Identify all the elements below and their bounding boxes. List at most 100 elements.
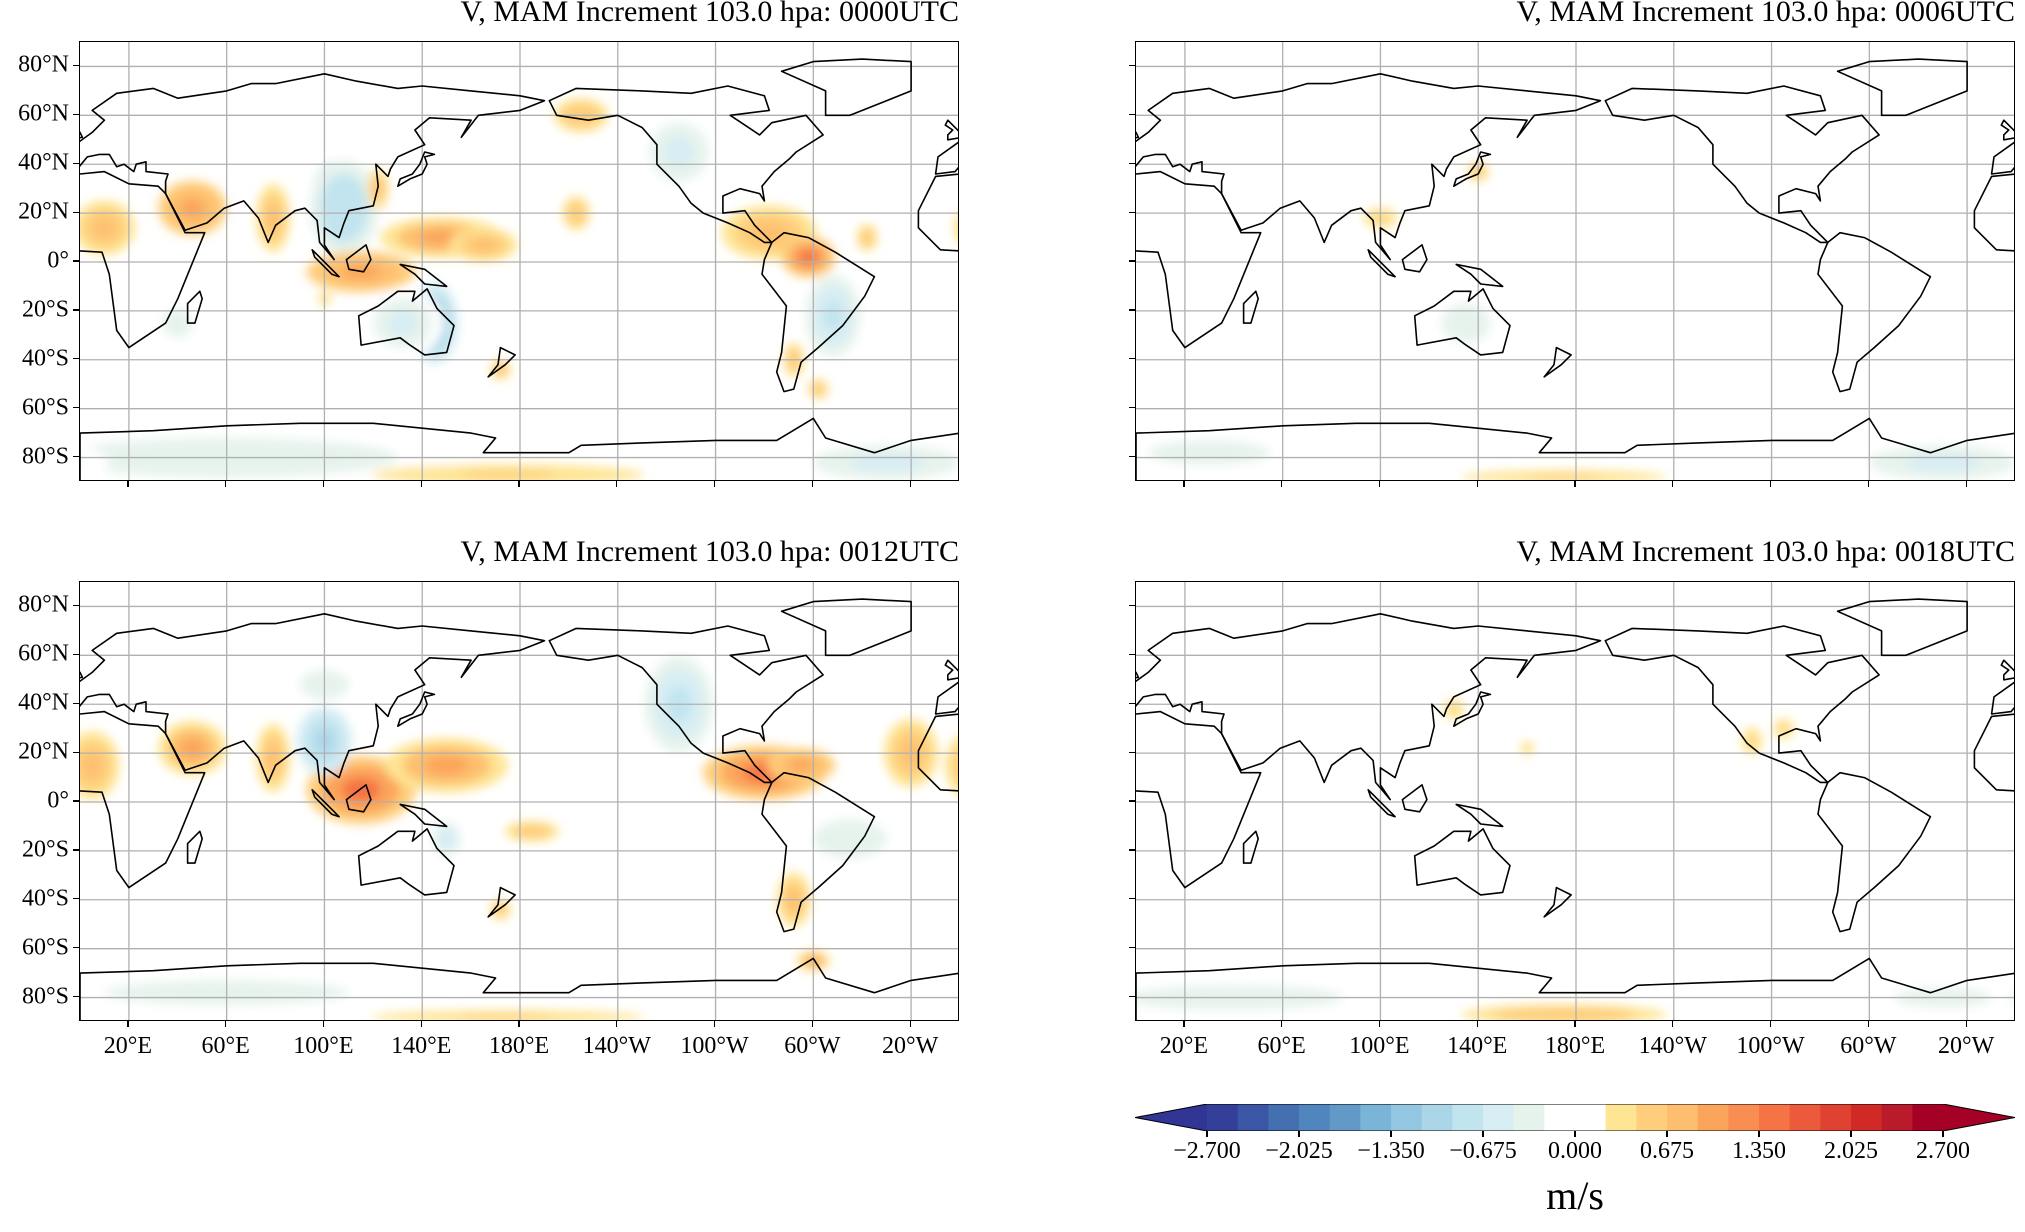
increment-contour-core — [331, 191, 357, 226]
panel-title: V, MAM Increment 103.0 hpa: 0006UTC — [1516, 0, 2015, 28]
colorbar-segment — [1268, 1104, 1300, 1131]
increment-contour — [952, 748, 958, 783]
lat-tick-label: 20°S — [22, 296, 69, 323]
coastline-sumatra — [1367, 249, 1396, 278]
colorbar-segment — [1452, 1104, 1484, 1131]
map-svg — [1136, 582, 2014, 1020]
lat-tick — [1129, 407, 1135, 409]
lon-tick-label: 180°E — [488, 1033, 550, 1059]
coastline-new-guinea — [399, 803, 448, 828]
colorbar-segment — [1820, 1104, 1852, 1131]
increment-contour-core — [458, 471, 557, 479]
gridlines — [1136, 42, 2014, 480]
coastline-madagascar — [186, 830, 203, 864]
lon-tick-label: 140°E — [391, 1033, 452, 1059]
increment-contour-outer — [2003, 444, 2014, 461]
coastline-antarctica — [1136, 957, 2014, 1020]
lon-tick — [713, 1021, 716, 1027]
increment-contour-core — [93, 218, 116, 238]
coastline-madagascar — [1242, 290, 1259, 324]
coastline-greenland — [1836, 598, 1968, 657]
lon-tick — [1867, 481, 1870, 487]
lon-tick — [322, 481, 325, 487]
coastline-new-guinea — [1455, 263, 1504, 288]
coastline-north-america — [1604, 85, 1880, 244]
coastline-japan — [396, 691, 436, 727]
coastline-madagascar — [1242, 830, 1259, 864]
lon-tick — [1965, 1021, 1967, 1027]
lat-tick — [1129, 211, 1135, 213]
colorbar-segment — [1544, 1104, 1576, 1131]
panel-title: V, MAM Increment 103.0 hpa: 0012UTC — [460, 535, 959, 568]
coastline-south-america — [1817, 771, 1932, 933]
lat-tick-label: 0° — [47, 787, 69, 814]
increment-contour-core — [814, 385, 822, 393]
lon-tick — [518, 1021, 520, 1027]
colorbar — [1135, 1104, 2015, 1131]
lat-tick — [73, 358, 79, 360]
coastline-britain — [2000, 119, 2014, 141]
coastline-eurasia — [1990, 681, 2014, 715]
lat-tick — [73, 455, 79, 458]
lon-tick-label: 20°E — [1159, 1033, 1209, 1059]
lon-tick — [1867, 1021, 1870, 1027]
coastline-australia — [357, 288, 455, 356]
increment-contour-core — [388, 310, 418, 336]
map-panel-0000utc: V, MAM Increment 103.0 hpa: 0000UTC 80°N… — [18, 0, 959, 487]
coastline-japan — [396, 151, 436, 187]
coastline-new-zealand — [1543, 886, 1572, 918]
increment-contour-core — [1906, 453, 1980, 472]
coastline-eurasia — [1136, 612, 1602, 801]
coastline-africa — [917, 173, 958, 252]
colorbar-segment — [1329, 1104, 1361, 1131]
colorbar-segment — [1759, 1104, 1791, 1131]
lat-tick — [73, 800, 79, 802]
increment-contour-core — [82, 753, 102, 778]
lat-tick — [1129, 947, 1135, 949]
lon-tick — [1281, 1021, 1283, 1027]
lon-tick — [420, 481, 422, 487]
lat-tick-label: 80°S — [22, 983, 69, 1010]
coastline-africa — [1136, 710, 1262, 889]
increment-contour-core — [664, 137, 694, 167]
colorbar-tick-label: −1.350 — [1357, 1138, 1425, 1164]
lon-tick-label: 100°E — [293, 1033, 354, 1059]
coastline-new-zealand — [487, 886, 516, 918]
lat-tick — [1129, 64, 1135, 67]
lon-tick-label: 20°W — [1937, 1033, 1995, 1059]
map-svg — [1136, 42, 2014, 480]
colorbar-segment — [1299, 1104, 1331, 1131]
lon-tick — [811, 1021, 814, 1027]
lat-tick-label: 80°S — [22, 443, 69, 470]
coastline-britain — [944, 659, 958, 681]
lat-tick-label: 20°S — [22, 836, 69, 863]
coastline-antarctica — [80, 417, 958, 480]
coastline-africa — [80, 710, 206, 889]
lon-tick — [420, 1021, 422, 1027]
increment-contour-outer — [935, 984, 958, 1002]
lon-tick — [127, 1021, 129, 1027]
colorbar-segment — [1207, 1104, 1239, 1131]
lon-tick — [1476, 481, 1478, 487]
lat-tick — [1129, 162, 1135, 164]
lon-tick — [616, 1021, 618, 1027]
lon-tick-label: 60°W — [784, 1033, 841, 1059]
colorbar-tick-label: 0.675 — [1640, 1138, 1694, 1164]
map-plot-area — [1135, 581, 2015, 1021]
colorbar-segment — [1912, 1104, 1944, 1131]
lat-tick-label: 40°S — [22, 885, 69, 912]
map-svg — [80, 42, 958, 480]
lat-tick — [1129, 113, 1135, 116]
colorbar-tick-label: −2.025 — [1265, 1138, 1333, 1164]
increment-contour-core — [424, 755, 469, 776]
increment-contour-core — [1780, 725, 1788, 733]
lat-tick — [73, 604, 79, 607]
colorbar-tick — [1942, 1131, 1944, 1137]
coastline-borneo — [345, 244, 372, 273]
increment-contour-core — [1450, 705, 1458, 713]
lon-tick — [616, 481, 618, 487]
lon-tick — [1281, 481, 1283, 487]
lon-tick — [713, 481, 716, 487]
coastline-australia — [1413, 288, 1511, 356]
increment-contour-core — [1453, 313, 1479, 333]
